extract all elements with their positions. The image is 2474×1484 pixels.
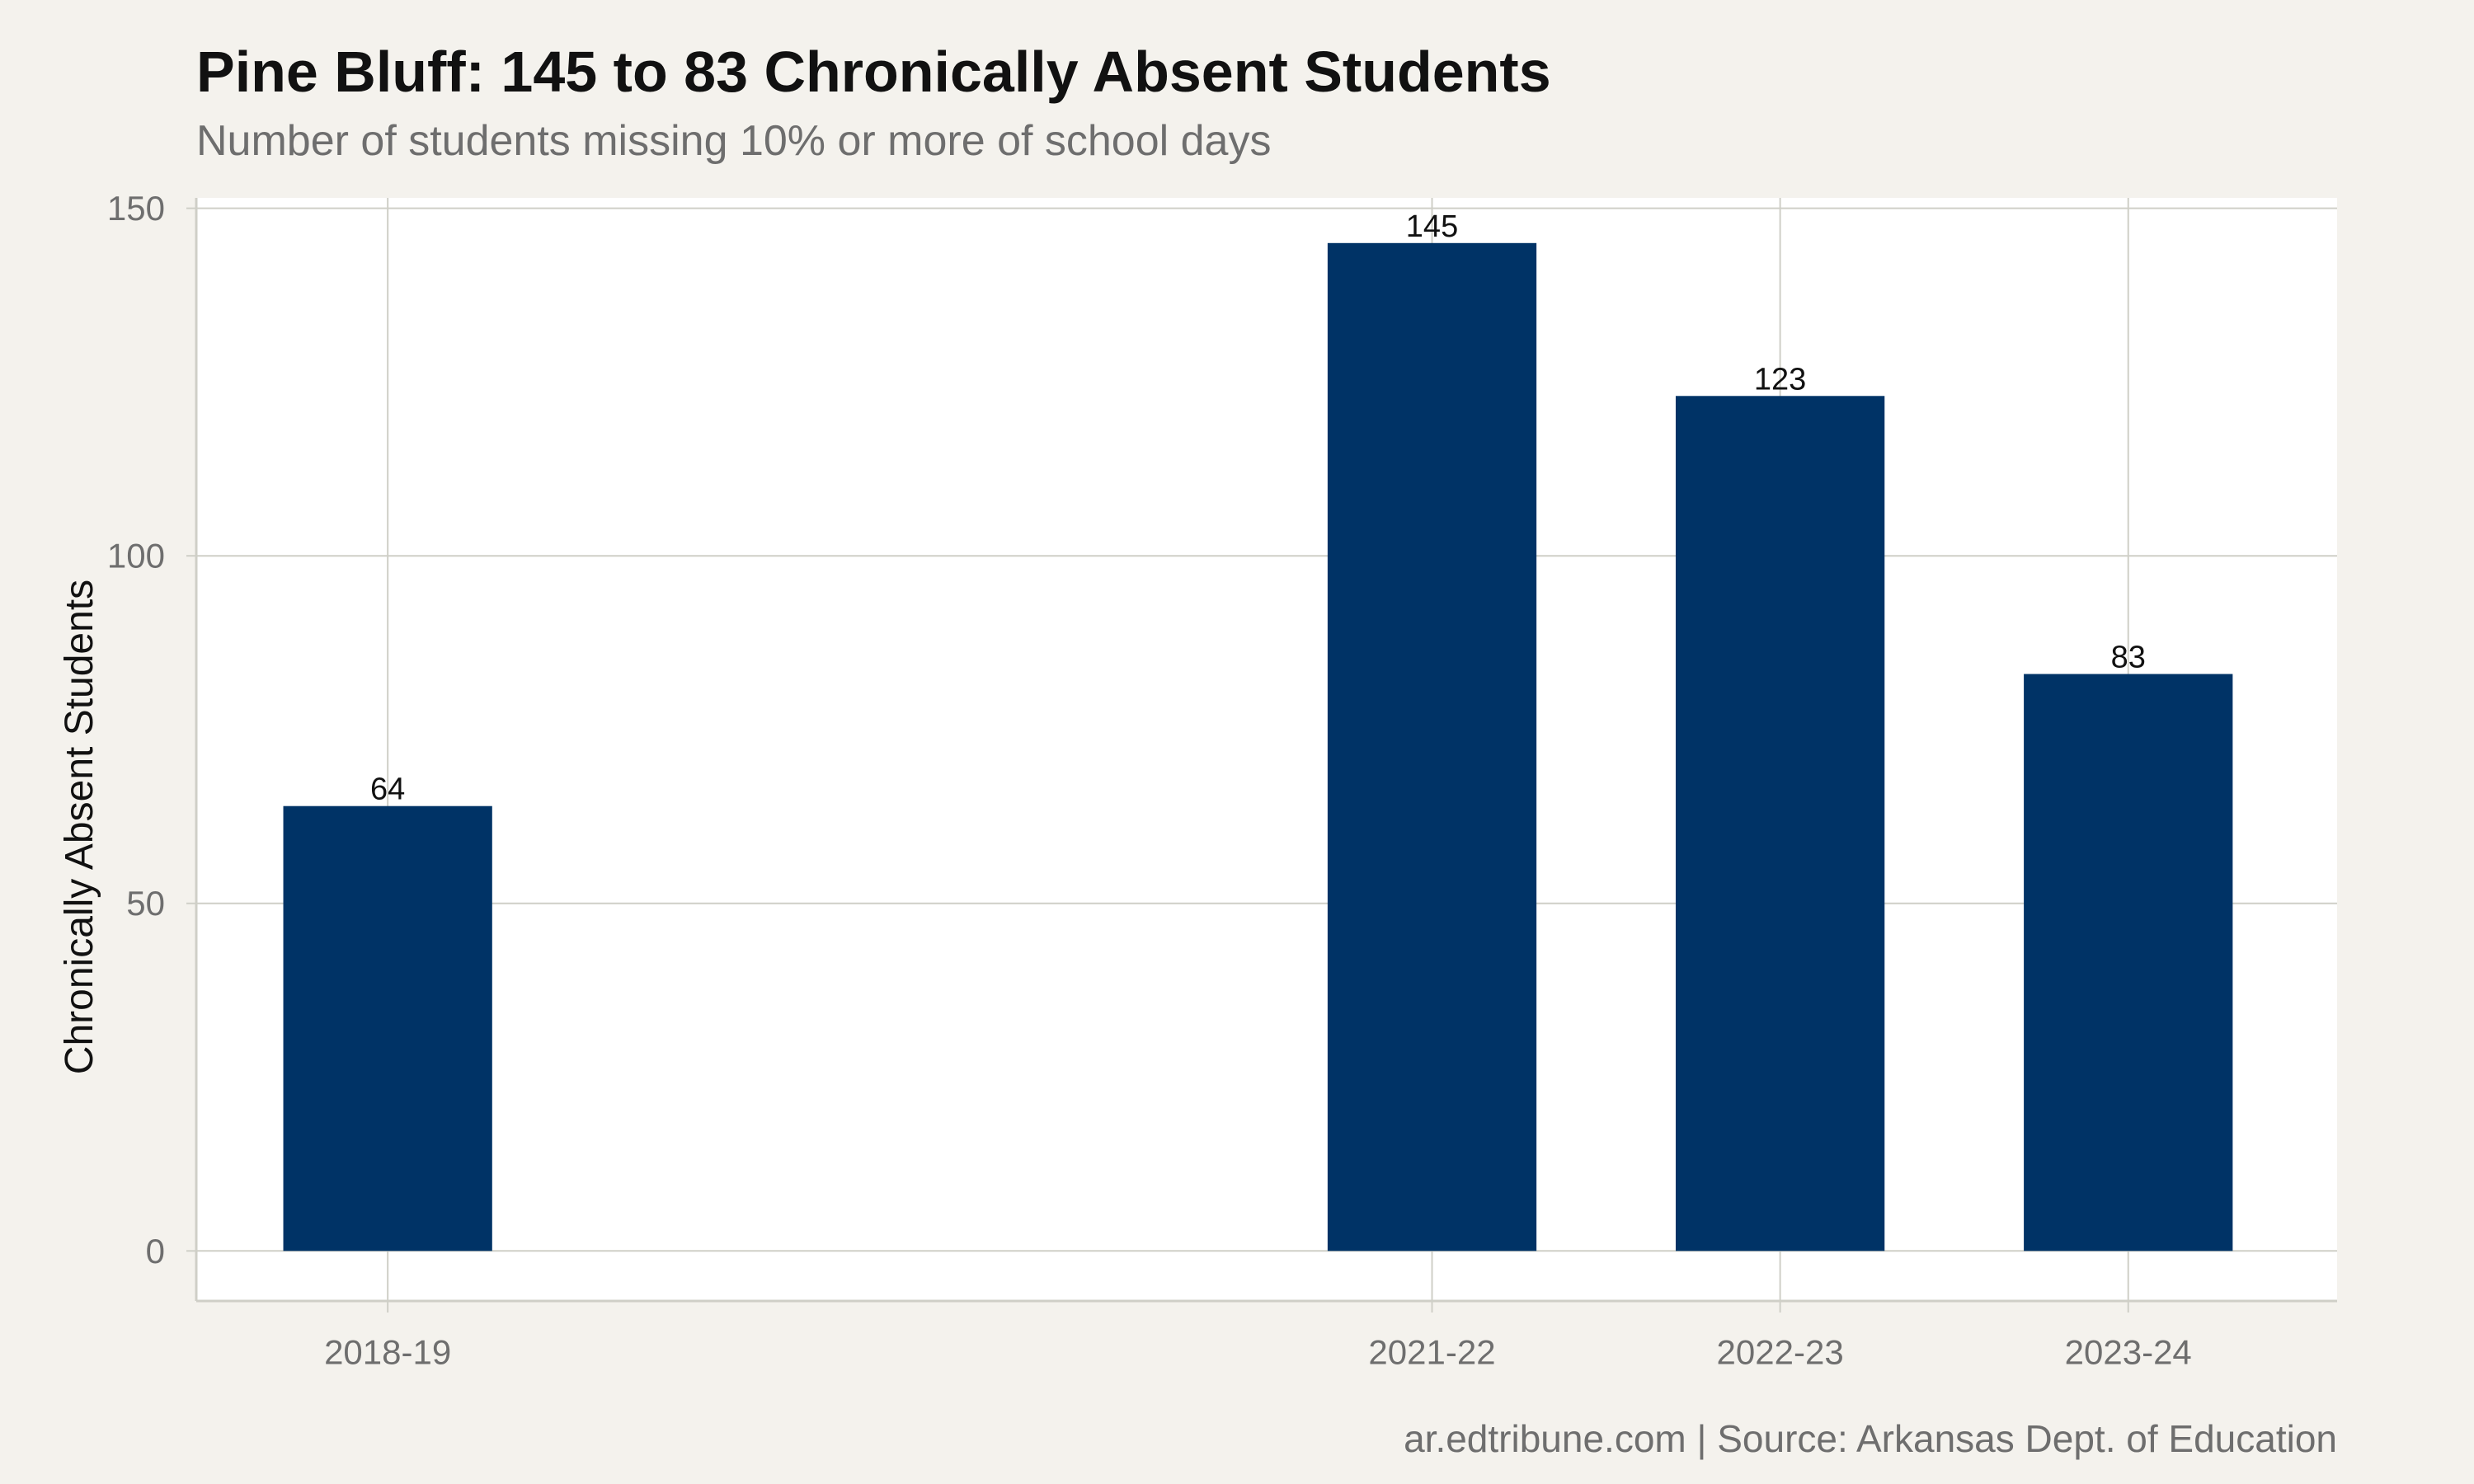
y-tick-label: 100 [107, 537, 165, 575]
x-tick-label: 2023-24 [2065, 1333, 2192, 1372]
chart-subtitle: Number of students missing 10% or more o… [196, 117, 1272, 165]
y-tick-label: 150 [107, 189, 165, 228]
plot-panel [196, 198, 2337, 1301]
bar [1675, 396, 1885, 1252]
bar [1327, 242, 1537, 1252]
x-tick-label: 2021-22 [1368, 1333, 1495, 1372]
bar-value-label: 83 [2111, 641, 2146, 675]
x-tick-label: 2018-19 [324, 1333, 451, 1372]
bar-value-label: 64 [370, 773, 405, 807]
y-tick-label: 0 [146, 1232, 165, 1270]
y-tick-label: 50 [126, 884, 165, 923]
source-caption: ar.edtribune.com | Source: Arkansas Dept… [1404, 1417, 2337, 1460]
bar [2024, 674, 2233, 1252]
bar [283, 805, 492, 1252]
x-tick-label: 2022-23 [1717, 1333, 1844, 1372]
y-axis-label: Chronically Absent Students [58, 579, 101, 1075]
bar-value-label: 145 [1406, 209, 1458, 244]
chart-title: Pine Bluff: 145 to 83 Chronically Absent… [196, 40, 1551, 104]
bar-value-label: 123 [1754, 362, 1806, 397]
